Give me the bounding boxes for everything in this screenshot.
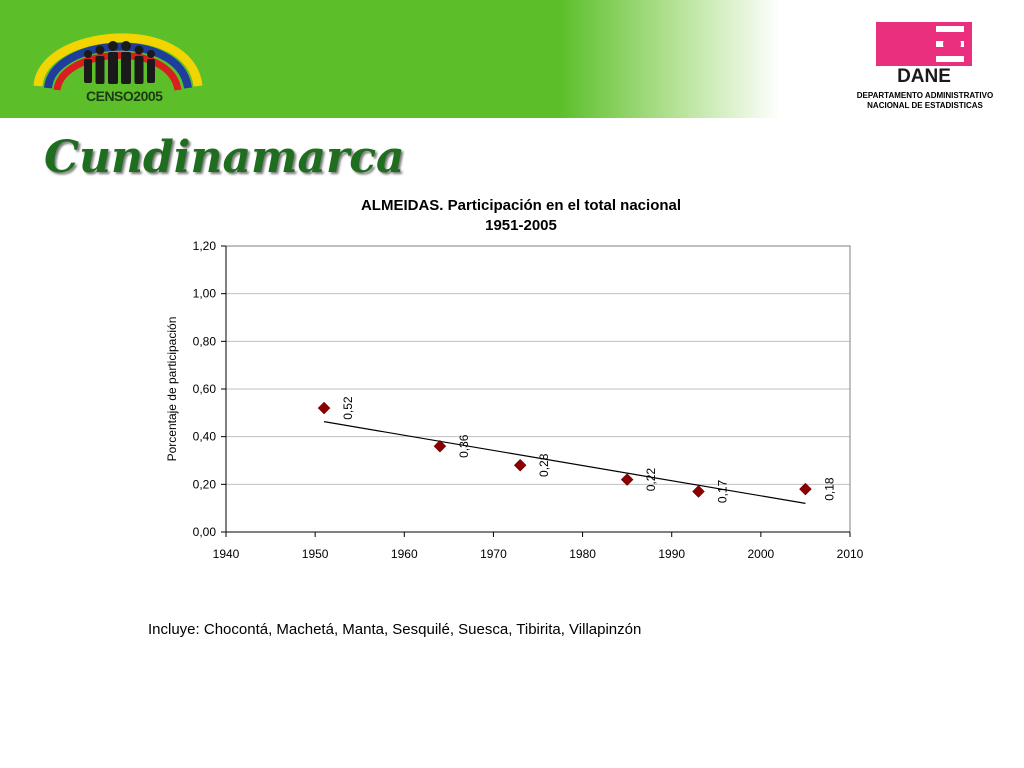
- y-tick-label: 0,40: [193, 430, 217, 444]
- data-label: 0,36: [457, 434, 471, 458]
- data-label: 0,17: [715, 479, 729, 503]
- y-tick-label: 0,20: [193, 477, 217, 491]
- chart-title-block: ALMEIDAS. Participación en el total naci…: [226, 196, 816, 236]
- data-point: [620, 473, 634, 486]
- x-tick-label: 1960: [391, 547, 418, 561]
- data-label: 0,22: [644, 468, 658, 492]
- trendline: [323, 421, 806, 504]
- x-tick-label: 2000: [748, 547, 775, 561]
- dane-logo: DANE: [876, 22, 972, 84]
- y-tick-label: 1,00: [193, 287, 217, 301]
- y-tick-label: 0,60: [193, 382, 217, 396]
- data-label: 0,52: [341, 396, 355, 420]
- data-point: [317, 401, 331, 415]
- x-tick-label: 1980: [569, 547, 596, 561]
- data-label: 0,28: [537, 453, 551, 477]
- censo-2005-logo: [33, 33, 203, 91]
- data-point: [433, 439, 447, 453]
- page-title: Cundinamarca: [44, 132, 405, 183]
- x-tick-label: 1950: [302, 547, 329, 561]
- dane-subtitle: DEPARTAMENTO ADMINISTRATIVO NACIONAL DE …: [840, 91, 1010, 111]
- chart-subtitle: 1951-2005: [485, 217, 557, 234]
- x-tick-label: 1940: [213, 547, 240, 561]
- data-point: [799, 482, 812, 496]
- dane-logo-text: DANE: [897, 66, 951, 84]
- x-tick-label: 2010: [837, 547, 864, 561]
- data-label: 0,18: [822, 477, 836, 501]
- header-banner: CENSO2005 DANE DEPARTAMENTO ADMINISTRATI…: [0, 0, 1024, 118]
- chart-title: ALMEIDAS. Participación en el total naci…: [360, 197, 682, 214]
- y-tick-label: 0,80: [193, 334, 217, 348]
- censo-logo-text: CENSO2005: [86, 88, 163, 104]
- x-tick-label: 1970: [480, 547, 507, 561]
- y-tick-label: 0,00: [193, 525, 217, 539]
- dane-subtitle-line1: DEPARTAMENTO ADMINISTRATIVO: [856, 91, 994, 100]
- data-point: [692, 485, 705, 498]
- y-axis-label: Porcentaje de participación: [165, 317, 179, 462]
- dane-subtitle-line2: NACIONAL DE ESTADISTICAS: [867, 101, 983, 110]
- y-tick-label: 1,20: [193, 239, 217, 253]
- data-point: [513, 458, 527, 472]
- footnote: Incluye: Chocontá, Machetá, Manta, Sesqu…: [148, 621, 642, 638]
- x-tick-label: 1990: [658, 547, 685, 561]
